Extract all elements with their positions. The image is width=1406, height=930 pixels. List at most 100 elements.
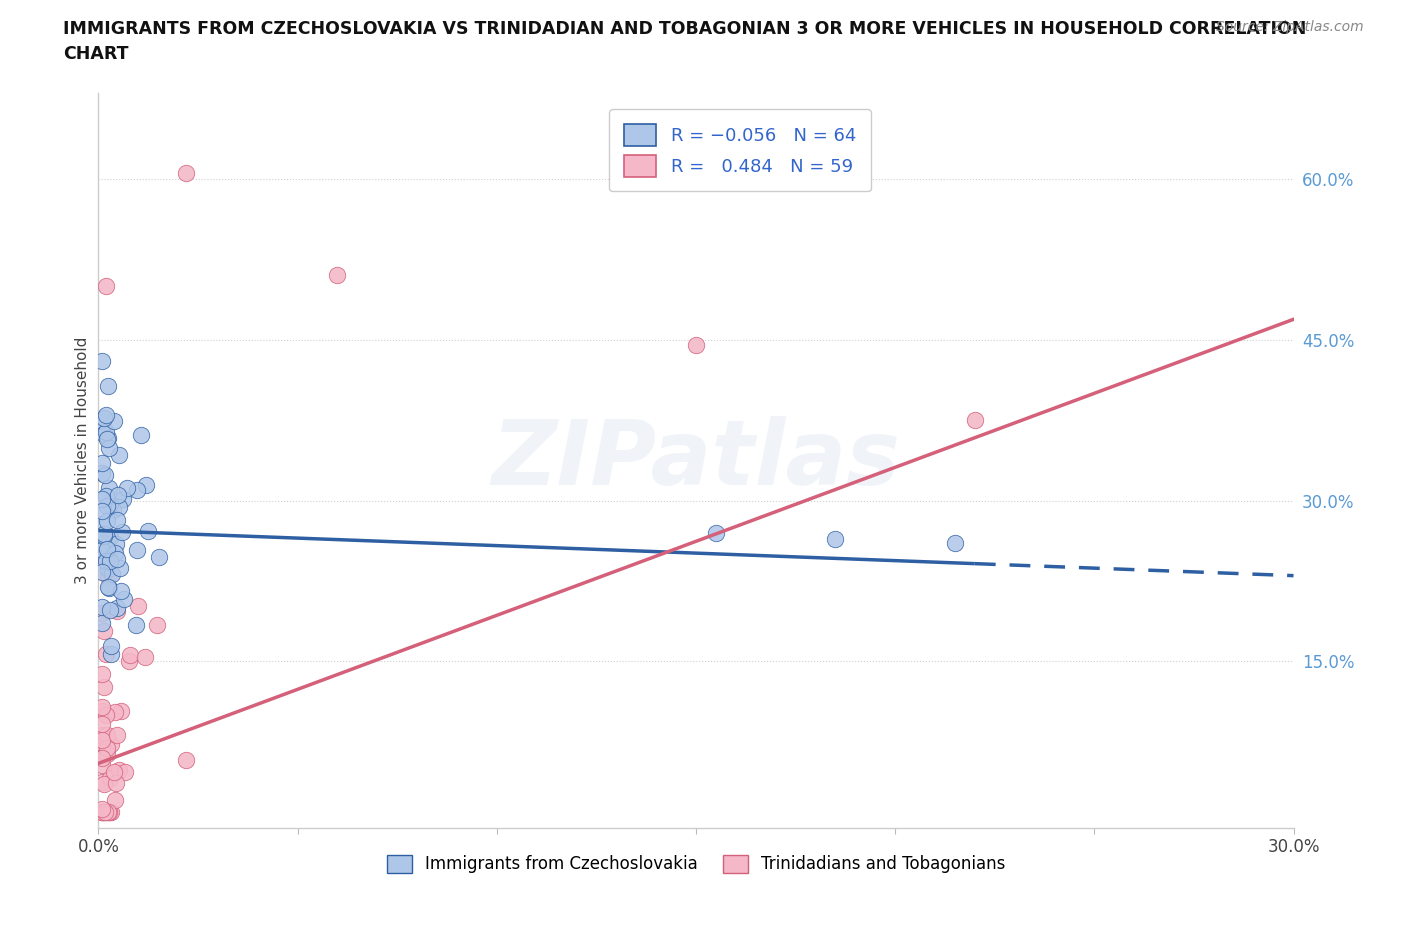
- Point: [97, 431, 120, 445]
- Point: [96, 432, 118, 446]
- Point: [91, 542, 114, 557]
- Point: [174, 166, 197, 180]
- Point: [93, 679, 115, 694]
- Point: [91, 737, 114, 752]
- Point: [97, 562, 120, 577]
- Point: [91, 599, 114, 614]
- Point: [93, 804, 115, 819]
- Point: [91, 537, 114, 551]
- Point: [91, 699, 114, 714]
- Point: [107, 512, 129, 527]
- Point: [97, 579, 120, 594]
- Point: [91, 606, 114, 621]
- Point: [91, 717, 114, 732]
- Point: [125, 543, 148, 558]
- Point: [97, 804, 120, 819]
- Point: [174, 752, 197, 767]
- Text: IMMIGRANTS FROM CZECHOSLOVAKIA VS TRINIDADIAN AND TOBAGONIAN 3 OR MORE VEHICLES : IMMIGRANTS FROM CZECHOSLOVAKIA VS TRINID…: [63, 20, 1306, 38]
- Point: [111, 525, 134, 539]
- Point: [93, 528, 115, 543]
- Point: [127, 599, 149, 614]
- Point: [94, 553, 117, 568]
- Point: [91, 565, 114, 580]
- Point: [91, 802, 114, 817]
- Point: [96, 279, 118, 294]
- Point: [98, 553, 121, 568]
- Point: [96, 747, 118, 762]
- Point: [100, 770, 122, 785]
- Point: [125, 483, 148, 498]
- Point: [98, 804, 121, 819]
- Point: [94, 804, 117, 819]
- Point: [104, 705, 127, 720]
- Point: [125, 618, 148, 632]
- Point: [100, 804, 122, 819]
- Point: [98, 497, 121, 512]
- Point: [98, 804, 121, 819]
- Point: [91, 456, 114, 471]
- Point: [91, 804, 114, 819]
- Text: Source: ZipAtlas.com: Source: ZipAtlas.com: [1216, 20, 1364, 34]
- Point: [91, 536, 114, 551]
- Point: [91, 729, 114, 744]
- Point: [100, 638, 122, 653]
- Point: [96, 727, 118, 742]
- Point: [100, 737, 122, 751]
- Point: [105, 537, 128, 551]
- Point: [93, 548, 115, 563]
- Point: [111, 492, 134, 507]
- Point: [91, 353, 114, 368]
- Point: [120, 647, 142, 662]
- Point: [112, 591, 135, 606]
- Point: [94, 804, 117, 819]
- Point: [96, 542, 118, 557]
- Point: [94, 468, 117, 483]
- Point: [326, 268, 349, 283]
- Point: [963, 413, 986, 428]
- Point: [101, 567, 124, 582]
- Point: [136, 524, 159, 538]
- Point: [107, 487, 129, 502]
- Point: [96, 498, 118, 513]
- Point: [148, 550, 170, 565]
- Point: [105, 604, 128, 618]
- Point: [91, 466, 114, 481]
- Point: [96, 407, 118, 422]
- Point: [98, 581, 121, 596]
- Point: [101, 502, 124, 517]
- Point: [94, 425, 117, 440]
- Point: [107, 763, 129, 777]
- Point: [103, 413, 125, 428]
- Legend: Immigrants from Czechoslovakia, Trinidadians and Tobagonians: Immigrants from Czechoslovakia, Trinidad…: [378, 846, 1014, 882]
- Point: [685, 338, 707, 352]
- Point: [93, 624, 115, 639]
- Point: [129, 428, 152, 443]
- Point: [94, 488, 117, 503]
- Point: [91, 804, 114, 819]
- Point: [104, 776, 127, 790]
- Point: [104, 546, 127, 561]
- Point: [93, 427, 115, 442]
- Point: [91, 616, 114, 631]
- Point: [134, 650, 156, 665]
- Point: [91, 728, 114, 743]
- Point: [91, 737, 114, 752]
- Point: [93, 411, 115, 426]
- Point: [94, 647, 117, 662]
- Point: [105, 727, 128, 742]
- Point: [97, 569, 120, 584]
- Y-axis label: 3 or more Vehicles in Household: 3 or more Vehicles in Household: [75, 337, 90, 584]
- Point: [93, 777, 115, 791]
- Point: [91, 703, 114, 718]
- Point: [91, 516, 114, 531]
- Point: [91, 667, 114, 682]
- Point: [97, 379, 120, 393]
- Point: [97, 481, 120, 496]
- Text: CHART: CHART: [63, 45, 129, 62]
- Point: [91, 804, 114, 819]
- Point: [91, 736, 114, 751]
- Point: [146, 618, 169, 632]
- Point: [103, 764, 125, 779]
- Point: [117, 654, 139, 669]
- Point: [98, 530, 121, 545]
